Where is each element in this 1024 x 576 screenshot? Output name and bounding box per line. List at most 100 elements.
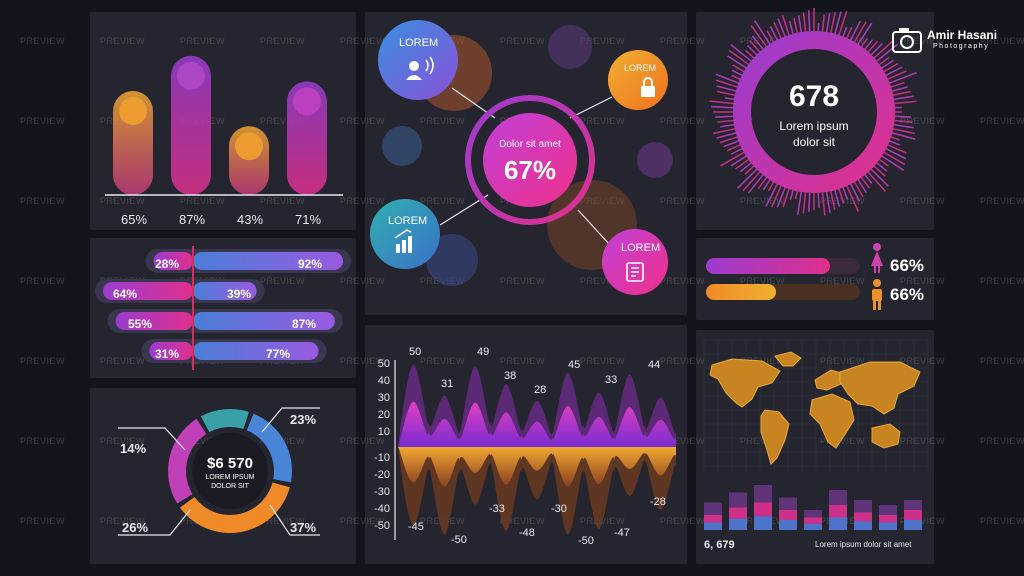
- greenland-shape: [774, 351, 802, 367]
- radial-spike: [767, 180, 775, 192]
- mini-bar-segment: [754, 502, 772, 517]
- background-bubble: [426, 234, 478, 286]
- watermark-text: PREVIEW: [900, 436, 946, 446]
- radial-spike: [751, 35, 765, 51]
- mini-bar-segment: [704, 522, 722, 530]
- donut-label: 14%: [120, 441, 147, 456]
- background-bubble: [382, 126, 422, 166]
- mini-bar-segment: [879, 515, 897, 523]
- watermark-text: PREVIEW: [980, 196, 1024, 206]
- donut-hole: [192, 433, 268, 509]
- radial-ring: [733, 31, 895, 193]
- radial-spike: [781, 14, 791, 37]
- watermark-text: PREVIEW: [580, 116, 626, 126]
- butterfly-left-label: 31%: [155, 347, 180, 361]
- radial-spike: [872, 164, 886, 177]
- radial-spike: [880, 59, 895, 70]
- person-speaking-icon: [406, 56, 434, 80]
- watermark-text: PREVIEW: [260, 36, 306, 46]
- mini-bar-segment: [729, 518, 747, 530]
- radial-spike: [742, 170, 762, 192]
- butterfly-right-label: 87%: [292, 317, 317, 331]
- radial-spike: [892, 90, 912, 97]
- donut-center-line2: DOLOR SIT: [211, 483, 249, 490]
- radial-spike: [747, 173, 765, 194]
- watermark-text: PREVIEW: [500, 356, 546, 366]
- watermark-text: PREVIEW: [340, 36, 386, 46]
- watermark-text: PREVIEW: [820, 356, 866, 366]
- watermark-text: PREVIEW: [260, 276, 306, 286]
- watermark-text: PREVIEW: [660, 356, 706, 366]
- radial-spike: [884, 147, 907, 160]
- wave-bottom-label: -48: [519, 527, 535, 539]
- wave-top-label: 49: [477, 346, 490, 358]
- center-circle: [483, 113, 577, 207]
- watermark-text: PREVIEW: [20, 436, 66, 446]
- butterfly-right-label: 39%: [227, 287, 252, 301]
- radial-spike: [853, 21, 867, 44]
- bar-label: 65%: [121, 212, 148, 227]
- radial-spike: [720, 151, 746, 167]
- node-circle-lock: [608, 50, 668, 110]
- watermark-text: PREVIEW: [900, 276, 946, 286]
- wave-bottom-label: -50: [578, 535, 594, 547]
- node-label-lock: LOREM: [624, 63, 657, 73]
- radial-spike: [888, 71, 917, 85]
- watermark-text: PREVIEW: [980, 436, 1024, 446]
- butterfly-left-bar: [103, 282, 193, 300]
- radial-spike: [837, 10, 848, 37]
- radial-spike: [770, 184, 783, 208]
- mini-bar-segment: [854, 512, 872, 522]
- wave-y-tick: -50: [374, 520, 390, 532]
- radial-spike: [796, 190, 803, 215]
- wave-y-tick: -40: [374, 503, 390, 515]
- mini-bar-segment: [879, 522, 897, 530]
- center-value: 67%: [503, 155, 557, 185]
- radial-spike: [892, 123, 914, 129]
- connector-line: [569, 96, 613, 119]
- radial-spike: [735, 158, 750, 170]
- world-map: [709, 351, 921, 465]
- radial-spike: [860, 176, 870, 189]
- radial-spike: [782, 187, 791, 208]
- radial-spike: [889, 81, 905, 89]
- radial-spike: [719, 135, 739, 144]
- radial-spike: [788, 20, 795, 35]
- watermark-text: PREVIEW: [900, 356, 946, 366]
- radial-spike: [891, 86, 908, 93]
- wave-y-tick: -30: [374, 486, 390, 498]
- background-bubble: [548, 25, 592, 69]
- radial-spike: [724, 97, 736, 101]
- radial-spike: [889, 135, 900, 141]
- watermark-text: PREVIEW: [20, 516, 66, 526]
- radial-line2: dolor sit: [792, 135, 836, 149]
- radial-spike: [731, 74, 742, 81]
- north-america-shape: [709, 358, 781, 408]
- radial-spike: [732, 64, 746, 73]
- butterfly-left-label: 28%: [155, 257, 180, 271]
- radial-spike: [802, 12, 807, 33]
- bar-label: 43%: [237, 212, 264, 227]
- radial-line1: Lorem ipsum: [779, 119, 849, 133]
- radial-spike: [807, 191, 811, 212]
- radial-spike: [825, 190, 831, 213]
- watermark-text: PREVIEW: [980, 116, 1024, 126]
- radial-spike: [878, 56, 890, 66]
- radial-spike: [744, 164, 756, 175]
- radial-spike: [829, 190, 836, 210]
- background-bubble: [637, 142, 673, 178]
- radial-spike: [891, 131, 916, 140]
- bar-label: 87%: [179, 212, 206, 227]
- donut-segment: [200, 409, 249, 433]
- radial-spike: [715, 73, 740, 85]
- butterfly-bars: [95, 249, 351, 363]
- radial-spike: [875, 43, 899, 63]
- female-icon: [871, 243, 883, 273]
- node-circle-person: [378, 20, 458, 100]
- brand-logo: Amir Hasani Photography: [891, 22, 1011, 62]
- wave-chart: [394, 360, 676, 540]
- wave-top-label: 50: [409, 346, 422, 358]
- radial-spike: [802, 191, 807, 214]
- bubble-diagram: [370, 20, 673, 295]
- radial-spike: [769, 26, 779, 42]
